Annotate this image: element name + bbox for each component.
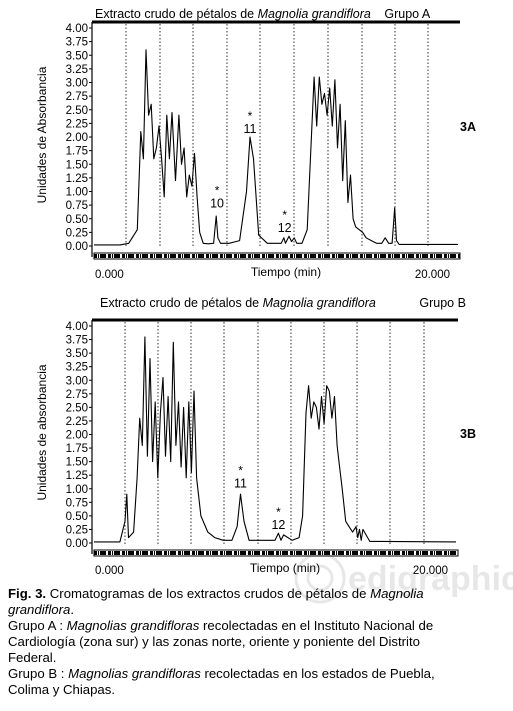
peak-label: 10: [210, 197, 224, 211]
y-tick-label: 0.50: [66, 511, 88, 523]
panel-a-title: Extracto crudo de pétalos de Magnolia gr…: [95, 7, 430, 21]
y-tick-label: 1.50: [66, 159, 88, 171]
caption-italic: grandiflora: [8, 602, 71, 617]
caption-fig-label: Fig. 3.: [8, 586, 47, 601]
caption-text: recolectadas en los estados de Puebla,: [200, 666, 435, 681]
caption-text: Cromatogramas de los extractos crudos de…: [46, 586, 371, 601]
y-tick-label: 0.00: [66, 241, 88, 253]
y-tick-label: 1.00: [66, 187, 88, 199]
y-tick-label: 2.25: [66, 416, 88, 428]
caption-line-2: grandiflora.: [8, 602, 504, 618]
y-tick-label: 0.75: [66, 497, 88, 509]
caption-text: Grupo A :: [8, 618, 67, 633]
y-tick-label: 4.00: [66, 321, 88, 333]
x-axis-label: Tiempo (min): [251, 265, 321, 279]
figure-caption: Fig. 3. Cromatogramas de los extractos c…: [8, 586, 504, 698]
y-tick-label: 2.75: [66, 389, 88, 401]
y-tick-label: 3.75: [66, 335, 88, 347]
y-axis-label: Unidades de Absorbancia: [35, 66, 49, 203]
y-tick-label: 3.25: [66, 64, 88, 76]
y-tick-label: 2.50: [66, 402, 88, 414]
panel-label: 3A: [460, 120, 476, 134]
caption-line-3: Grupo A : Magnolias grandifloras recolec…: [8, 618, 504, 634]
y-tick-label: 0.00: [66, 538, 88, 550]
caption-line-6: Grupo B : Magnolias grandifloras recolec…: [8, 666, 504, 682]
caption-italic: Magnolias grandifloras: [66, 618, 200, 633]
y-tick-label: 4.00: [66, 23, 88, 35]
y-tick-label: 0.25: [66, 524, 88, 536]
peak-label: 11: [234, 476, 247, 490]
caption-text: Colima y Chiapas.: [8, 682, 116, 697]
y-tick-label: 1.00: [66, 484, 88, 496]
panel-a-group: Grupo A: [384, 7, 431, 21]
y-tick-label: 3.50: [66, 348, 88, 360]
panel-a-title-species: Magnolia grandiflora: [257, 7, 371, 21]
y-tick-label: 3.75: [66, 37, 88, 49]
chromatogram-trace: [94, 336, 457, 543]
watermark-text: edigraphic: [348, 560, 513, 598]
caption-line-1: Fig. 3. Cromatogramas de los extractos c…: [8, 586, 504, 602]
y-tick-label: 2.00: [66, 430, 88, 442]
y-tick-label: 1.75: [66, 443, 88, 455]
caption-text: recolectadas en el Instituto Nacional de: [199, 618, 434, 633]
y-tick-label: 1.50: [66, 457, 88, 469]
caption-text: Federal.: [8, 650, 57, 665]
y-axis-label: Unidades de absorbancia: [35, 364, 49, 500]
x-tick-label-end: 20.000: [413, 565, 448, 577]
y-tick-label: 2.50: [66, 105, 88, 117]
chromatogram-trace: [94, 49, 458, 246]
chromatogram-panel-a: 0.00 0.250.50 0.751.00 1.25 1.501.75 2.00 2.25…: [35, 20, 476, 281]
y-tick-label: 0.50: [66, 214, 88, 226]
y-tick-label: 1.25: [66, 470, 88, 482]
y-tick-label: 0.25: [66, 227, 88, 239]
y-tick-label: 2.00: [66, 132, 88, 144]
peak-label: 12: [271, 518, 285, 532]
peak-star: *: [215, 184, 220, 198]
panel-label: 3B: [460, 427, 476, 441]
y-tick-label: 1.25: [66, 173, 88, 185]
chromatogram-panel-b: 0.00 0.250.50 0.751.00 1.251.50 1.752.00 2.25…: [35, 318, 476, 577]
panel-b-group: Grupo B: [419, 296, 466, 310]
peak-star: *: [248, 109, 253, 123]
panel-b-title-text: Extracto crudo de pétalos de: [100, 296, 263, 310]
caption-line-4: Cardiología (zona sur) y las zonas norte…: [8, 634, 504, 650]
panel-b-title: Extracto crudo de pétalos de Magnolia gr…: [100, 296, 466, 310]
y-tick-label: 0.75: [66, 200, 88, 212]
caption-text: Cardiología (zona sur) y las zonas norte…: [8, 634, 420, 649]
caption-italic: Magnolia: [370, 586, 424, 601]
caption-line-5: Federal.: [8, 650, 504, 666]
y-tick-label: 3.25: [66, 362, 88, 374]
y-tick-label: 3.00: [66, 375, 88, 387]
caption-text: .: [70, 602, 74, 617]
x-tick-label-end: 20.000: [415, 269, 450, 281]
caption-text: Grupo B :: [8, 666, 69, 681]
peak-star: *: [276, 505, 281, 519]
y-tick-label: 3.00: [66, 78, 88, 90]
peak-star: *: [238, 463, 243, 477]
x-tick-label-start: 0.000: [95, 565, 124, 577]
y-tick-label: 1.75: [66, 146, 88, 158]
peak-star: *: [282, 208, 287, 222]
watermark-logo: edigraphic: [294, 552, 513, 604]
x-axis-label: Tiempo (min): [250, 561, 320, 575]
panel-a-title-text: Extracto crudo de pétalos de: [95, 7, 258, 21]
x-tick-label-start: 0.000: [95, 269, 124, 281]
y-tick-label: 2.25: [66, 118, 88, 130]
caption-italic: Magnolias grandifloras: [68, 666, 201, 681]
y-tick-label: 2.75: [66, 91, 88, 103]
y-tick-label: 3.50: [66, 50, 88, 62]
peak-label: 12: [278, 221, 292, 235]
panel-b-title-species: Magnolia grandiflora: [262, 296, 376, 310]
caption-line-7: Colima y Chiapas.: [8, 682, 504, 698]
peak-label: 11: [244, 122, 257, 136]
